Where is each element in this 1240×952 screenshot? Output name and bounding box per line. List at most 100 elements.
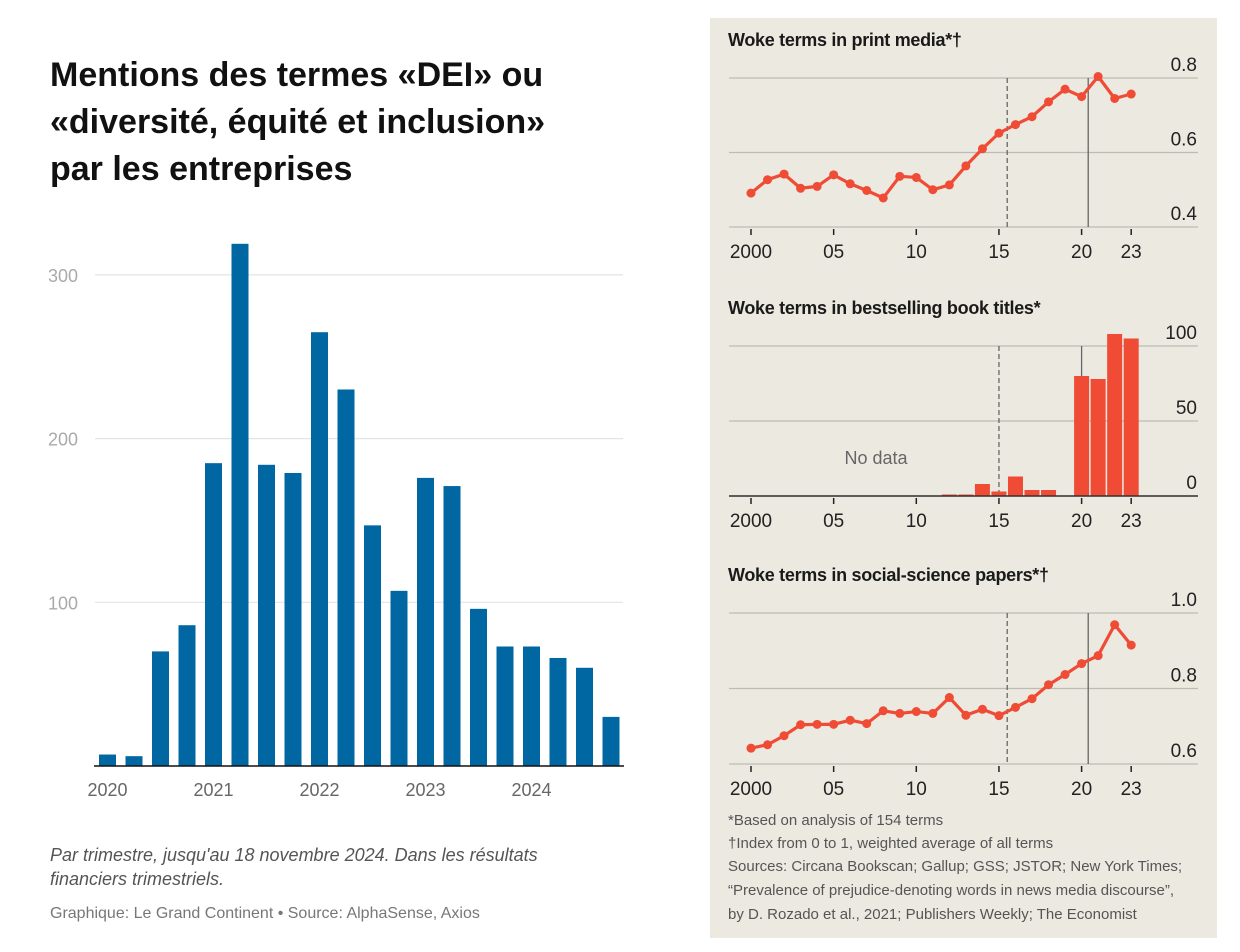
data-point bbox=[746, 743, 756, 753]
data-point bbox=[1110, 620, 1120, 630]
bar bbox=[1041, 490, 1057, 496]
x-tick-label: 2023 bbox=[405, 780, 445, 800]
bar bbox=[602, 716, 620, 766]
bar bbox=[258, 464, 275, 766]
bar bbox=[99, 754, 116, 766]
data-point bbox=[1126, 640, 1136, 650]
bar bbox=[991, 491, 1007, 496]
data-point bbox=[845, 179, 855, 189]
bar bbox=[443, 486, 461, 766]
x-tick-label: 2000 bbox=[730, 779, 772, 800]
x-tick-label: 2000 bbox=[730, 511, 772, 532]
data-point bbox=[1077, 659, 1087, 669]
footnote: †Index from 0 to 1, weighted average of … bbox=[728, 835, 1054, 852]
y-tick-label: 300 bbox=[48, 266, 78, 286]
bar bbox=[417, 477, 434, 766]
y-tick-label: 100 bbox=[1165, 323, 1197, 344]
x-tick-label: 05 bbox=[823, 779, 844, 800]
data-point bbox=[944, 180, 954, 190]
data-point bbox=[961, 161, 971, 171]
bar bbox=[311, 332, 328, 766]
bar bbox=[1007, 476, 1023, 496]
series-line bbox=[750, 623, 1133, 750]
data-point bbox=[796, 183, 806, 193]
source-credit: Graphique: Le Grand Continent • Source: … bbox=[50, 905, 480, 922]
x-tick-label: 23 bbox=[1121, 511, 1142, 532]
x-tick-label: 2000 bbox=[730, 242, 772, 263]
data-point bbox=[1010, 120, 1020, 130]
data-point bbox=[878, 706, 888, 716]
footnote: by D. Rozado et al., 2021; Publishers We… bbox=[728, 906, 1137, 923]
data-point bbox=[878, 193, 888, 203]
title-line: par les entreprises bbox=[50, 150, 353, 188]
data-point bbox=[1044, 680, 1054, 690]
title-line: «diversité, équité et inclusion» bbox=[50, 103, 546, 141]
x-tick-label: 15 bbox=[988, 779, 1009, 800]
book-titles-title: Woke terms in bestselling book titles* bbox=[728, 298, 1041, 318]
data-point bbox=[1093, 651, 1103, 661]
bar bbox=[1074, 376, 1090, 496]
bar bbox=[496, 646, 514, 766]
data-point bbox=[928, 185, 938, 195]
print-media-title: Woke terms in print media*† bbox=[728, 30, 962, 50]
data-point bbox=[779, 731, 789, 741]
data-point bbox=[1044, 97, 1054, 107]
bar bbox=[974, 484, 990, 496]
data-point bbox=[977, 144, 987, 154]
x-tick-label: 2020 bbox=[87, 780, 127, 800]
data-point bbox=[812, 181, 822, 191]
data-point bbox=[1027, 112, 1037, 122]
data-point bbox=[862, 185, 872, 195]
x-tick-label: 23 bbox=[1121, 242, 1142, 263]
bar bbox=[470, 608, 487, 766]
x-tick-label: 20 bbox=[1071, 242, 1092, 263]
data-point bbox=[812, 719, 822, 729]
data-point bbox=[994, 711, 1004, 721]
y-tick-label: 0.4 bbox=[1171, 204, 1198, 225]
data-point bbox=[796, 720, 806, 730]
data-point bbox=[1126, 89, 1136, 99]
data-point bbox=[829, 719, 839, 729]
series-line bbox=[749, 74, 1132, 200]
bar bbox=[337, 389, 355, 766]
social-science-title: Woke terms in social-science papers*† bbox=[728, 565, 1049, 585]
x-tick-label: 15 bbox=[988, 511, 1009, 532]
data-point bbox=[763, 175, 773, 185]
data-point bbox=[928, 708, 938, 718]
footnote: *Based on analysis of 154 terms bbox=[728, 812, 944, 829]
y-tick-label: 100 bbox=[48, 593, 78, 613]
data-point bbox=[1060, 670, 1070, 680]
data-point bbox=[779, 169, 789, 179]
data-point bbox=[911, 172, 921, 182]
bar bbox=[576, 667, 593, 766]
bar bbox=[549, 657, 567, 766]
data-point bbox=[862, 719, 872, 729]
y-tick-label: 0.6 bbox=[1171, 130, 1197, 151]
y-tick-label: 50 bbox=[1176, 398, 1197, 419]
data-point bbox=[961, 710, 971, 720]
data-point bbox=[1010, 702, 1020, 712]
data-point bbox=[1077, 92, 1087, 102]
bar bbox=[1024, 490, 1040, 496]
x-tick-label: 2024 bbox=[511, 780, 551, 800]
y-tick-label: 0 bbox=[1186, 473, 1197, 494]
x-tick-label: 2022 bbox=[299, 780, 339, 800]
data-point bbox=[1027, 694, 1037, 704]
footnote: “Prevalence of prejudice-denoting words … bbox=[728, 882, 1175, 899]
data-point bbox=[763, 740, 773, 750]
data-point bbox=[977, 704, 987, 714]
footnote: Sources: Circana Bookscan; Gallup; GSS; … bbox=[728, 858, 1183, 875]
bar bbox=[205, 463, 222, 766]
x-tick-label: 20 bbox=[1071, 511, 1092, 532]
x-tick-label: 15 bbox=[988, 242, 1009, 263]
no-data-label: No data bbox=[844, 448, 908, 468]
x-tick-label: 05 bbox=[823, 242, 844, 263]
y-tick-label: 1.0 bbox=[1171, 590, 1197, 611]
data-point bbox=[845, 715, 855, 725]
data-point bbox=[829, 170, 839, 180]
bar bbox=[152, 651, 169, 766]
x-tick-label: 05 bbox=[823, 511, 844, 532]
bar bbox=[1107, 334, 1123, 496]
data-point bbox=[994, 128, 1004, 138]
